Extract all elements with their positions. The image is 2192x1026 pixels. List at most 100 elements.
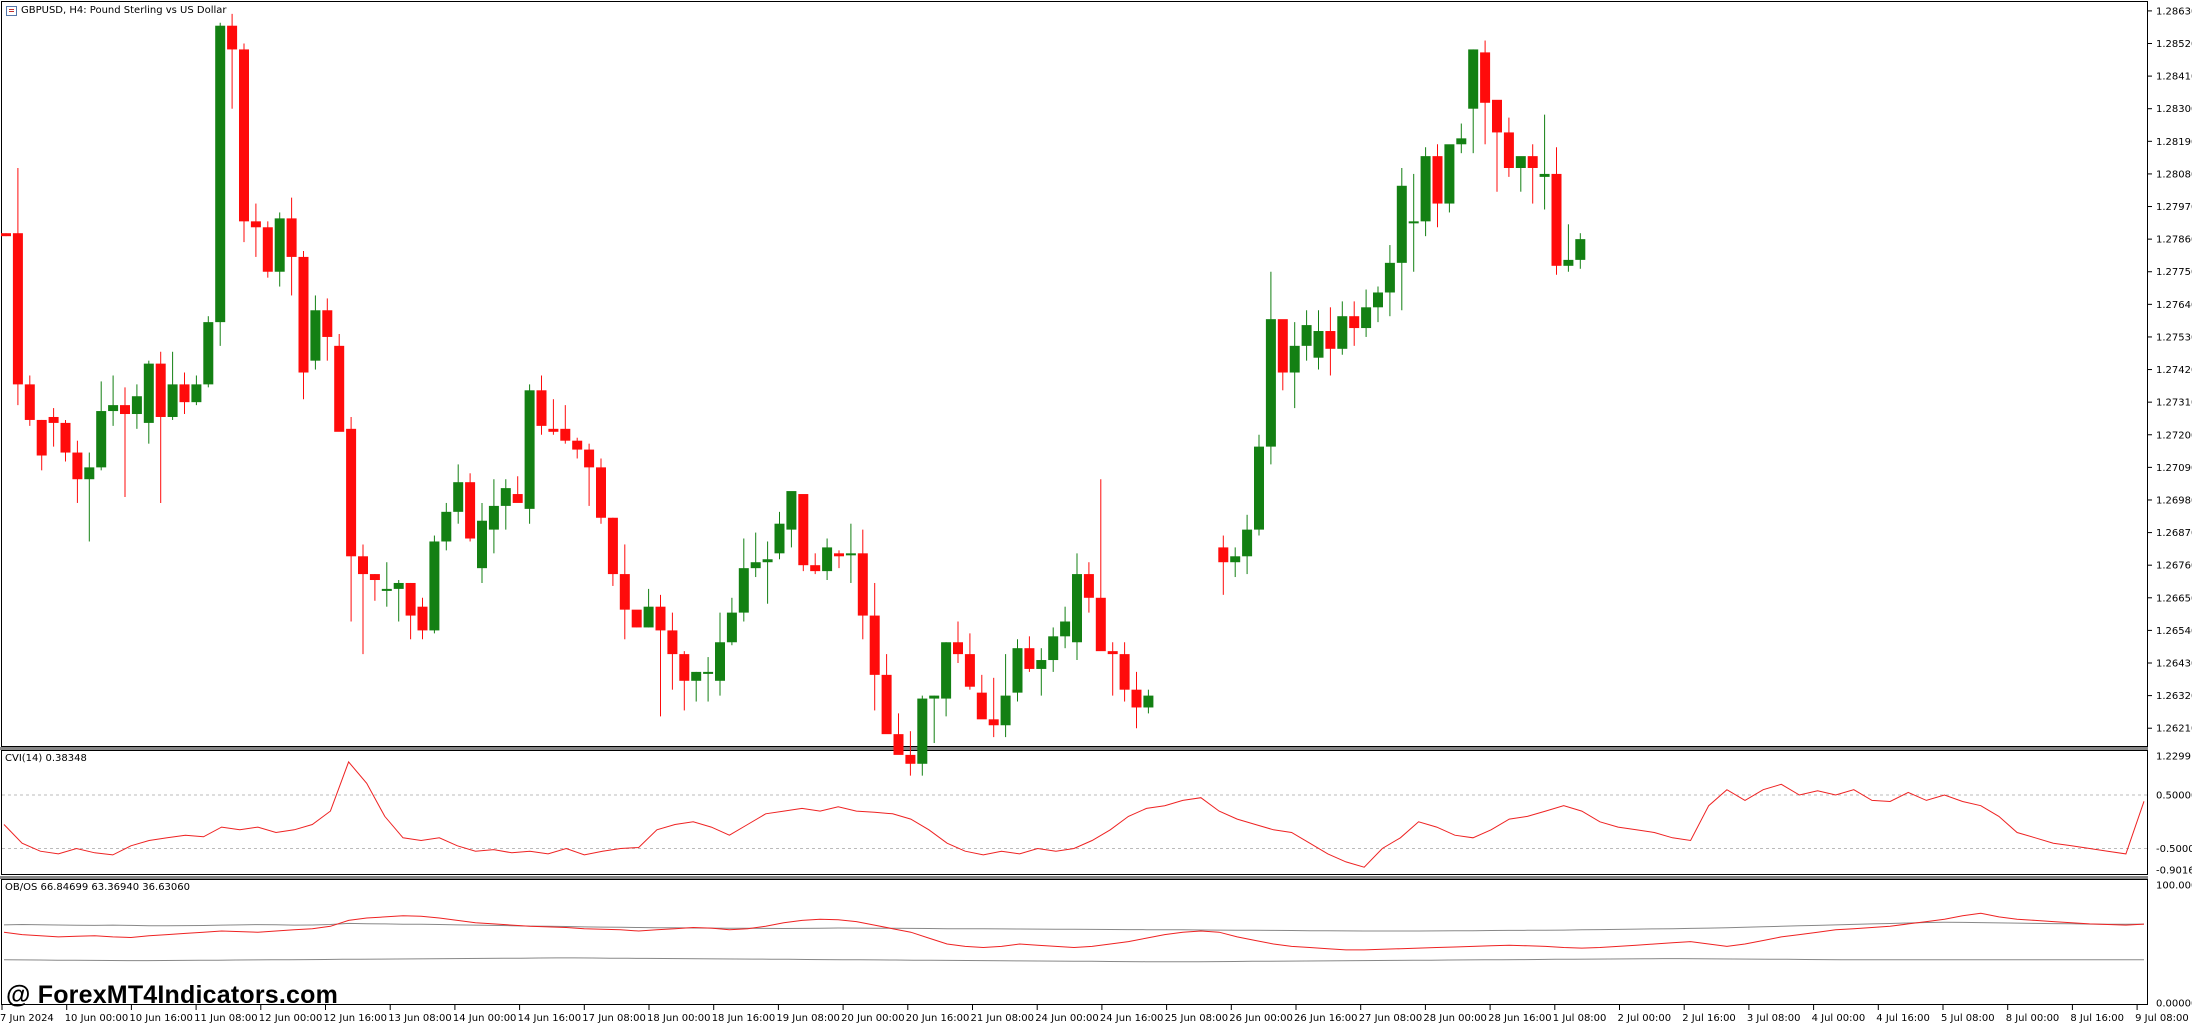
price-axis-label: 1.26650	[2156, 593, 2192, 604]
candle	[1373, 286, 1383, 323]
candle	[1060, 606, 1071, 649]
time-axis-label: 2 Jul 00:00	[1618, 1013, 1672, 1024]
price-axis-label: 1.27090	[2156, 463, 2192, 474]
candle-body	[227, 25, 238, 50]
candle-body	[1242, 529, 1253, 557]
candle-body	[1254, 446, 1264, 530]
candles-layer	[1, 13, 1586, 776]
candle	[1408, 173, 1419, 272]
price-axis-label: 1.26540	[2156, 626, 2192, 637]
time-axis-label: 11 Jun 08:00	[194, 1013, 258, 1024]
time-axis-label: 9 Jul 08:00	[2135, 1013, 2189, 1024]
obos-main-line	[3, 912, 2145, 951]
price-axis-label: 1.27200	[2156, 430, 2192, 441]
candle-body	[393, 582, 404, 589]
chart-title-text: GBPUSD, H4: Pound Sterling vs US Dollar	[21, 5, 227, 16]
candle-body	[1048, 636, 1059, 661]
candle-body	[1444, 144, 1455, 204]
candle-body	[179, 384, 190, 403]
candle-body	[584, 449, 595, 468]
candle	[1515, 156, 1526, 192]
candle-body	[1575, 239, 1586, 260]
candle	[881, 654, 892, 735]
candle	[1468, 49, 1479, 154]
cvi-axis-label: 1.22991	[2156, 752, 2192, 763]
price-axis: 1.28630 1.28520 1.28410 1.28300 1.28190 1.280…	[2148, 6, 2192, 735]
candle	[203, 316, 214, 388]
candle-body	[834, 553, 844, 557]
candle	[1444, 144, 1455, 213]
candle-body	[310, 310, 321, 361]
candle-body	[155, 363, 166, 417]
candle-body	[1539, 173, 1550, 177]
obos-axis-label: 0.00000	[2156, 999, 2192, 1010]
candle	[893, 713, 904, 755]
time-axis-label: 19 Jun 08:00	[776, 1013, 840, 1024]
candle	[488, 479, 499, 554]
candle-body	[964, 654, 975, 687]
candle	[1277, 319, 1288, 391]
candle-body	[346, 428, 357, 557]
candle-body	[1384, 262, 1395, 293]
candle-body	[810, 565, 821, 572]
candle-body	[1313, 331, 1324, 358]
chart-title: GBPUSD, H4: Pound Sterling vs US Dollar	[6, 5, 227, 16]
candle	[346, 416, 357, 622]
candle-body	[24, 384, 35, 420]
candle	[524, 384, 535, 524]
candle-body	[477, 520, 487, 569]
candle	[1349, 301, 1360, 346]
candle-body	[262, 227, 273, 272]
candle-body	[274, 218, 285, 272]
candle-body	[786, 491, 797, 530]
candle-body	[524, 390, 535, 509]
candle-body	[1119, 654, 1130, 690]
candle	[191, 375, 202, 406]
candle	[786, 491, 797, 548]
candle	[1313, 310, 1324, 370]
symbol-icon	[6, 5, 17, 16]
candle-body	[750, 562, 761, 569]
candle	[358, 544, 368, 655]
obos-pane-frame	[1, 879, 2148, 1005]
cvi-axis-label: 0.50000	[2156, 791, 2192, 802]
time-axis-label: 13 Jun 08:00	[388, 1013, 452, 1024]
candle	[1432, 144, 1443, 228]
candle	[1230, 547, 1241, 578]
time-axis-label: 27 Jun 08:00	[1359, 1013, 1423, 1024]
candle	[691, 671, 702, 702]
candle-body	[905, 754, 916, 764]
candle-body	[1396, 185, 1407, 263]
candle	[1325, 307, 1336, 376]
candle	[298, 250, 309, 400]
time-axis-label: 8 Jul 16:00	[2070, 1013, 2124, 1024]
time-axis-label: 12 Jun 00:00	[259, 1013, 323, 1024]
candle-body	[643, 606, 654, 628]
candle	[322, 298, 333, 361]
candle	[1242, 514, 1253, 575]
candle-body	[1468, 49, 1479, 109]
candle-body	[381, 588, 392, 591]
candle	[715, 612, 725, 696]
price-axis-label: 1.26210	[2156, 724, 2192, 735]
candle	[1, 233, 11, 237]
candle-body	[298, 256, 309, 373]
candle-body	[1, 233, 11, 237]
candle	[417, 597, 428, 640]
candle	[512, 476, 523, 503]
time-axis-label: 2 Jul 16:00	[1682, 1013, 1736, 1024]
obos-lower-band	[3, 957, 2144, 963]
candle	[1527, 144, 1538, 204]
time-axis-label: 14 Jun 16:00	[518, 1013, 582, 1024]
time-axis-label: 26 Jun 16:00	[1294, 1013, 1358, 1024]
candle	[108, 375, 119, 426]
candle-body	[1230, 556, 1241, 563]
candle-body	[1551, 173, 1562, 266]
time-axis-label: 28 Jun 00:00	[1423, 1013, 1487, 1024]
candle	[381, 562, 392, 607]
candle	[120, 387, 130, 498]
time-axis: 7 Jun 2024 10 Jun 00:00 10 Jun 16:00 11 Jun…	[0, 1005, 2189, 1024]
candle-body	[1361, 307, 1372, 329]
price-axis-label: 1.26760	[2156, 561, 2192, 572]
